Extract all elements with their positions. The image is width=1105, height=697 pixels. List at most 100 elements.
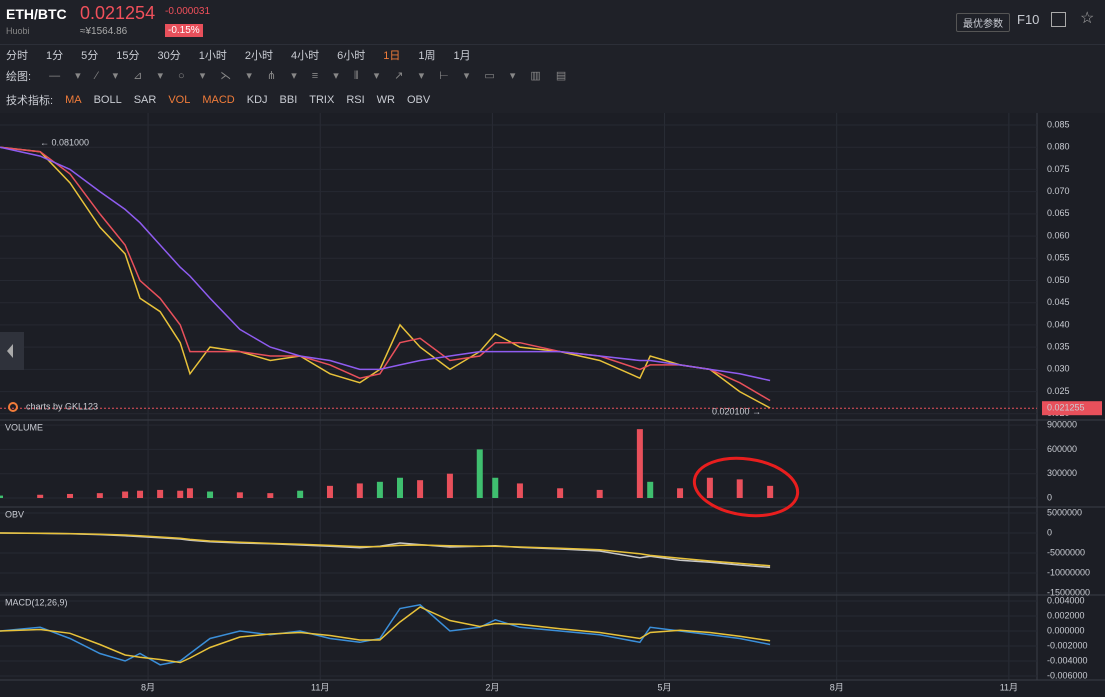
watermark-icon bbox=[8, 402, 18, 412]
f10[interactable]: F10 bbox=[1017, 12, 1040, 27]
header: ETH/BTC Huobi 0.021254 -0.000031 ≈¥1564.… bbox=[0, 0, 1105, 45]
y-tick-label: -0.006000 bbox=[1047, 670, 1088, 680]
indicator-button[interactable]: BBI bbox=[279, 94, 298, 106]
collapse-arrow bbox=[7, 344, 13, 358]
volume-bar bbox=[267, 493, 274, 499]
volume-bar bbox=[376, 481, 383, 499]
volume-bar bbox=[557, 488, 564, 499]
y-tick-label: -0.004000 bbox=[1047, 655, 1088, 665]
x-tick-label: 5月 bbox=[658, 682, 672, 692]
y-tick-label: 0.045 bbox=[1047, 297, 1070, 307]
interval-button[interactable]: 6小时 bbox=[337, 50, 366, 62]
y-tick-label: 0.030 bbox=[1047, 364, 1070, 374]
y-tick-label: 0.025 bbox=[1047, 386, 1070, 396]
indicator-button[interactable]: RSI bbox=[346, 94, 365, 106]
series-line bbox=[0, 146, 771, 382]
volume-bar bbox=[396, 477, 403, 499]
volume-bar bbox=[0, 495, 3, 499]
y-tick-label: 0 bbox=[1047, 492, 1052, 502]
y-tick-label: 0.055 bbox=[1047, 253, 1070, 263]
interval-button[interactable]: 1日 bbox=[383, 50, 401, 62]
y-tick-label: 0.000000 bbox=[1047, 625, 1085, 635]
indicator-button[interactable]: MACD bbox=[202, 94, 235, 106]
y-tick-label: 0.004000 bbox=[1047, 595, 1085, 605]
x-tick-label: 11月 bbox=[1000, 682, 1018, 692]
volume-bar bbox=[67, 493, 74, 499]
y-tick-label: 0.080 bbox=[1047, 142, 1070, 152]
interval-button[interactable]: 1周 bbox=[418, 50, 436, 62]
y-tick-label: 0.060 bbox=[1047, 230, 1070, 240]
volume-bar bbox=[492, 477, 499, 499]
y-tick-label: -15000000 bbox=[1047, 587, 1090, 597]
volume-bar bbox=[476, 449, 483, 499]
y-tick-label: 5000000 bbox=[1047, 507, 1082, 517]
interval-button[interactable]: 1分 bbox=[46, 50, 64, 62]
indicator-button[interactable]: OBV bbox=[406, 94, 431, 106]
star-icon[interactable]: ☆ bbox=[1080, 10, 1095, 27]
interval-button[interactable]: 分时 bbox=[6, 50, 28, 62]
volume-bar bbox=[37, 494, 44, 499]
interval-button[interactable]: 2小时 bbox=[244, 50, 273, 62]
last-price-label: 0.021255 bbox=[1047, 403, 1085, 413]
volume-bar bbox=[157, 489, 164, 499]
volume-bar bbox=[236, 492, 243, 499]
volume-bar bbox=[706, 477, 713, 499]
y-tick-label: -10000000 bbox=[1047, 567, 1090, 577]
volume-bar bbox=[677, 488, 684, 499]
indicator-button[interactable]: KDJ bbox=[246, 94, 268, 106]
pane-title: VOLUME bbox=[5, 422, 43, 432]
interval-button[interactable]: 15分 bbox=[116, 50, 140, 62]
change-pct: -0.15% bbox=[165, 24, 203, 37]
y-tick-label: 0.040 bbox=[1047, 319, 1070, 329]
pane-title: OBV bbox=[5, 509, 24, 519]
y-tick-label: 300000 bbox=[1047, 468, 1077, 478]
price: 0.021254 bbox=[80, 3, 156, 23]
series-line bbox=[0, 146, 771, 402]
drawing-tools[interactable]: — ▾ ⁄ ▾ ⊿ ▾ ○ ▾ ⋋ ▾ ⋔ ▾ ≡ ▾ ⦀ ▾ ↗ ▾ ⊢ ▾ … bbox=[49, 70, 573, 82]
plot-background bbox=[0, 113, 1105, 697]
indicator-button[interactable]: SAR bbox=[133, 94, 157, 106]
interval-button[interactable]: 4小时 bbox=[291, 50, 320, 62]
indicator-button[interactable]: TRIX bbox=[309, 94, 335, 106]
drawing-label: 绘图: bbox=[6, 71, 32, 83]
volume-bar bbox=[446, 473, 453, 499]
y-tick-label: 900000 bbox=[1047, 419, 1077, 429]
fullscreen-icon[interactable] bbox=[1051, 12, 1066, 27]
optimal-button[interactable]: 最优参数 bbox=[956, 13, 1010, 32]
indicator-button[interactable]: WR bbox=[376, 94, 395, 106]
indicator-button[interactable]: BOLL bbox=[93, 94, 122, 106]
drawing-bar: 绘图: — ▾ ⁄ ▾ ⊿ ▾ ○ ▾ ⋋ ▾ ⋔ ▾ ≡ ▾ ⦀ ▾ ↗ ▾ ⊢… bbox=[6, 66, 590, 86]
y-tick-label: 0.070 bbox=[1047, 186, 1070, 196]
volume-bar bbox=[767, 485, 774, 499]
interval-button[interactable]: 1月 bbox=[453, 50, 471, 62]
volume-bar bbox=[297, 490, 304, 499]
exchange: Huobi bbox=[6, 26, 30, 36]
x-tick-label: 2月 bbox=[485, 682, 499, 692]
volume-bar bbox=[207, 491, 214, 499]
volume-bar bbox=[356, 483, 363, 499]
indicator-label: 技术指标: bbox=[6, 95, 54, 107]
y-tick-label: 0.075 bbox=[1047, 164, 1070, 174]
cny: ≈¥1564.86 bbox=[80, 26, 128, 37]
interval-button[interactable]: 5分 bbox=[81, 50, 99, 62]
indicator-button[interactable]: MA bbox=[65, 94, 82, 106]
watermark: charts by GKL123 bbox=[26, 401, 98, 411]
volume-bar bbox=[122, 491, 129, 499]
interval-button[interactable]: 1小时 bbox=[198, 50, 227, 62]
last-price-tag bbox=[1042, 401, 1102, 416]
y-tick-label: -5000000 bbox=[1047, 547, 1085, 557]
volume-bar bbox=[596, 489, 603, 499]
x-tick-label: 8月 bbox=[830, 682, 844, 692]
indicator-bar: 技术指标: MA BOLL SAR VOL MACD KDJ BBI TRIX RSI WR OBV bbox=[6, 90, 442, 110]
indicator-button[interactable]: VOL bbox=[168, 94, 191, 106]
volume-bar bbox=[186, 488, 193, 499]
high-annotation: ← 0.081000 bbox=[40, 137, 89, 147]
volume-bar bbox=[647, 481, 654, 499]
interval-bar: 分时 1分 5分 15分 30分 1小时 2小时 4小时 6小时 1日 1周 1月 bbox=[6, 45, 489, 65]
interval-button[interactable]: 30分 bbox=[157, 50, 181, 62]
series-line bbox=[0, 532, 771, 567]
series-line bbox=[0, 606, 771, 664]
volume-bar bbox=[636, 429, 643, 499]
change: -0.000031 bbox=[165, 6, 211, 17]
